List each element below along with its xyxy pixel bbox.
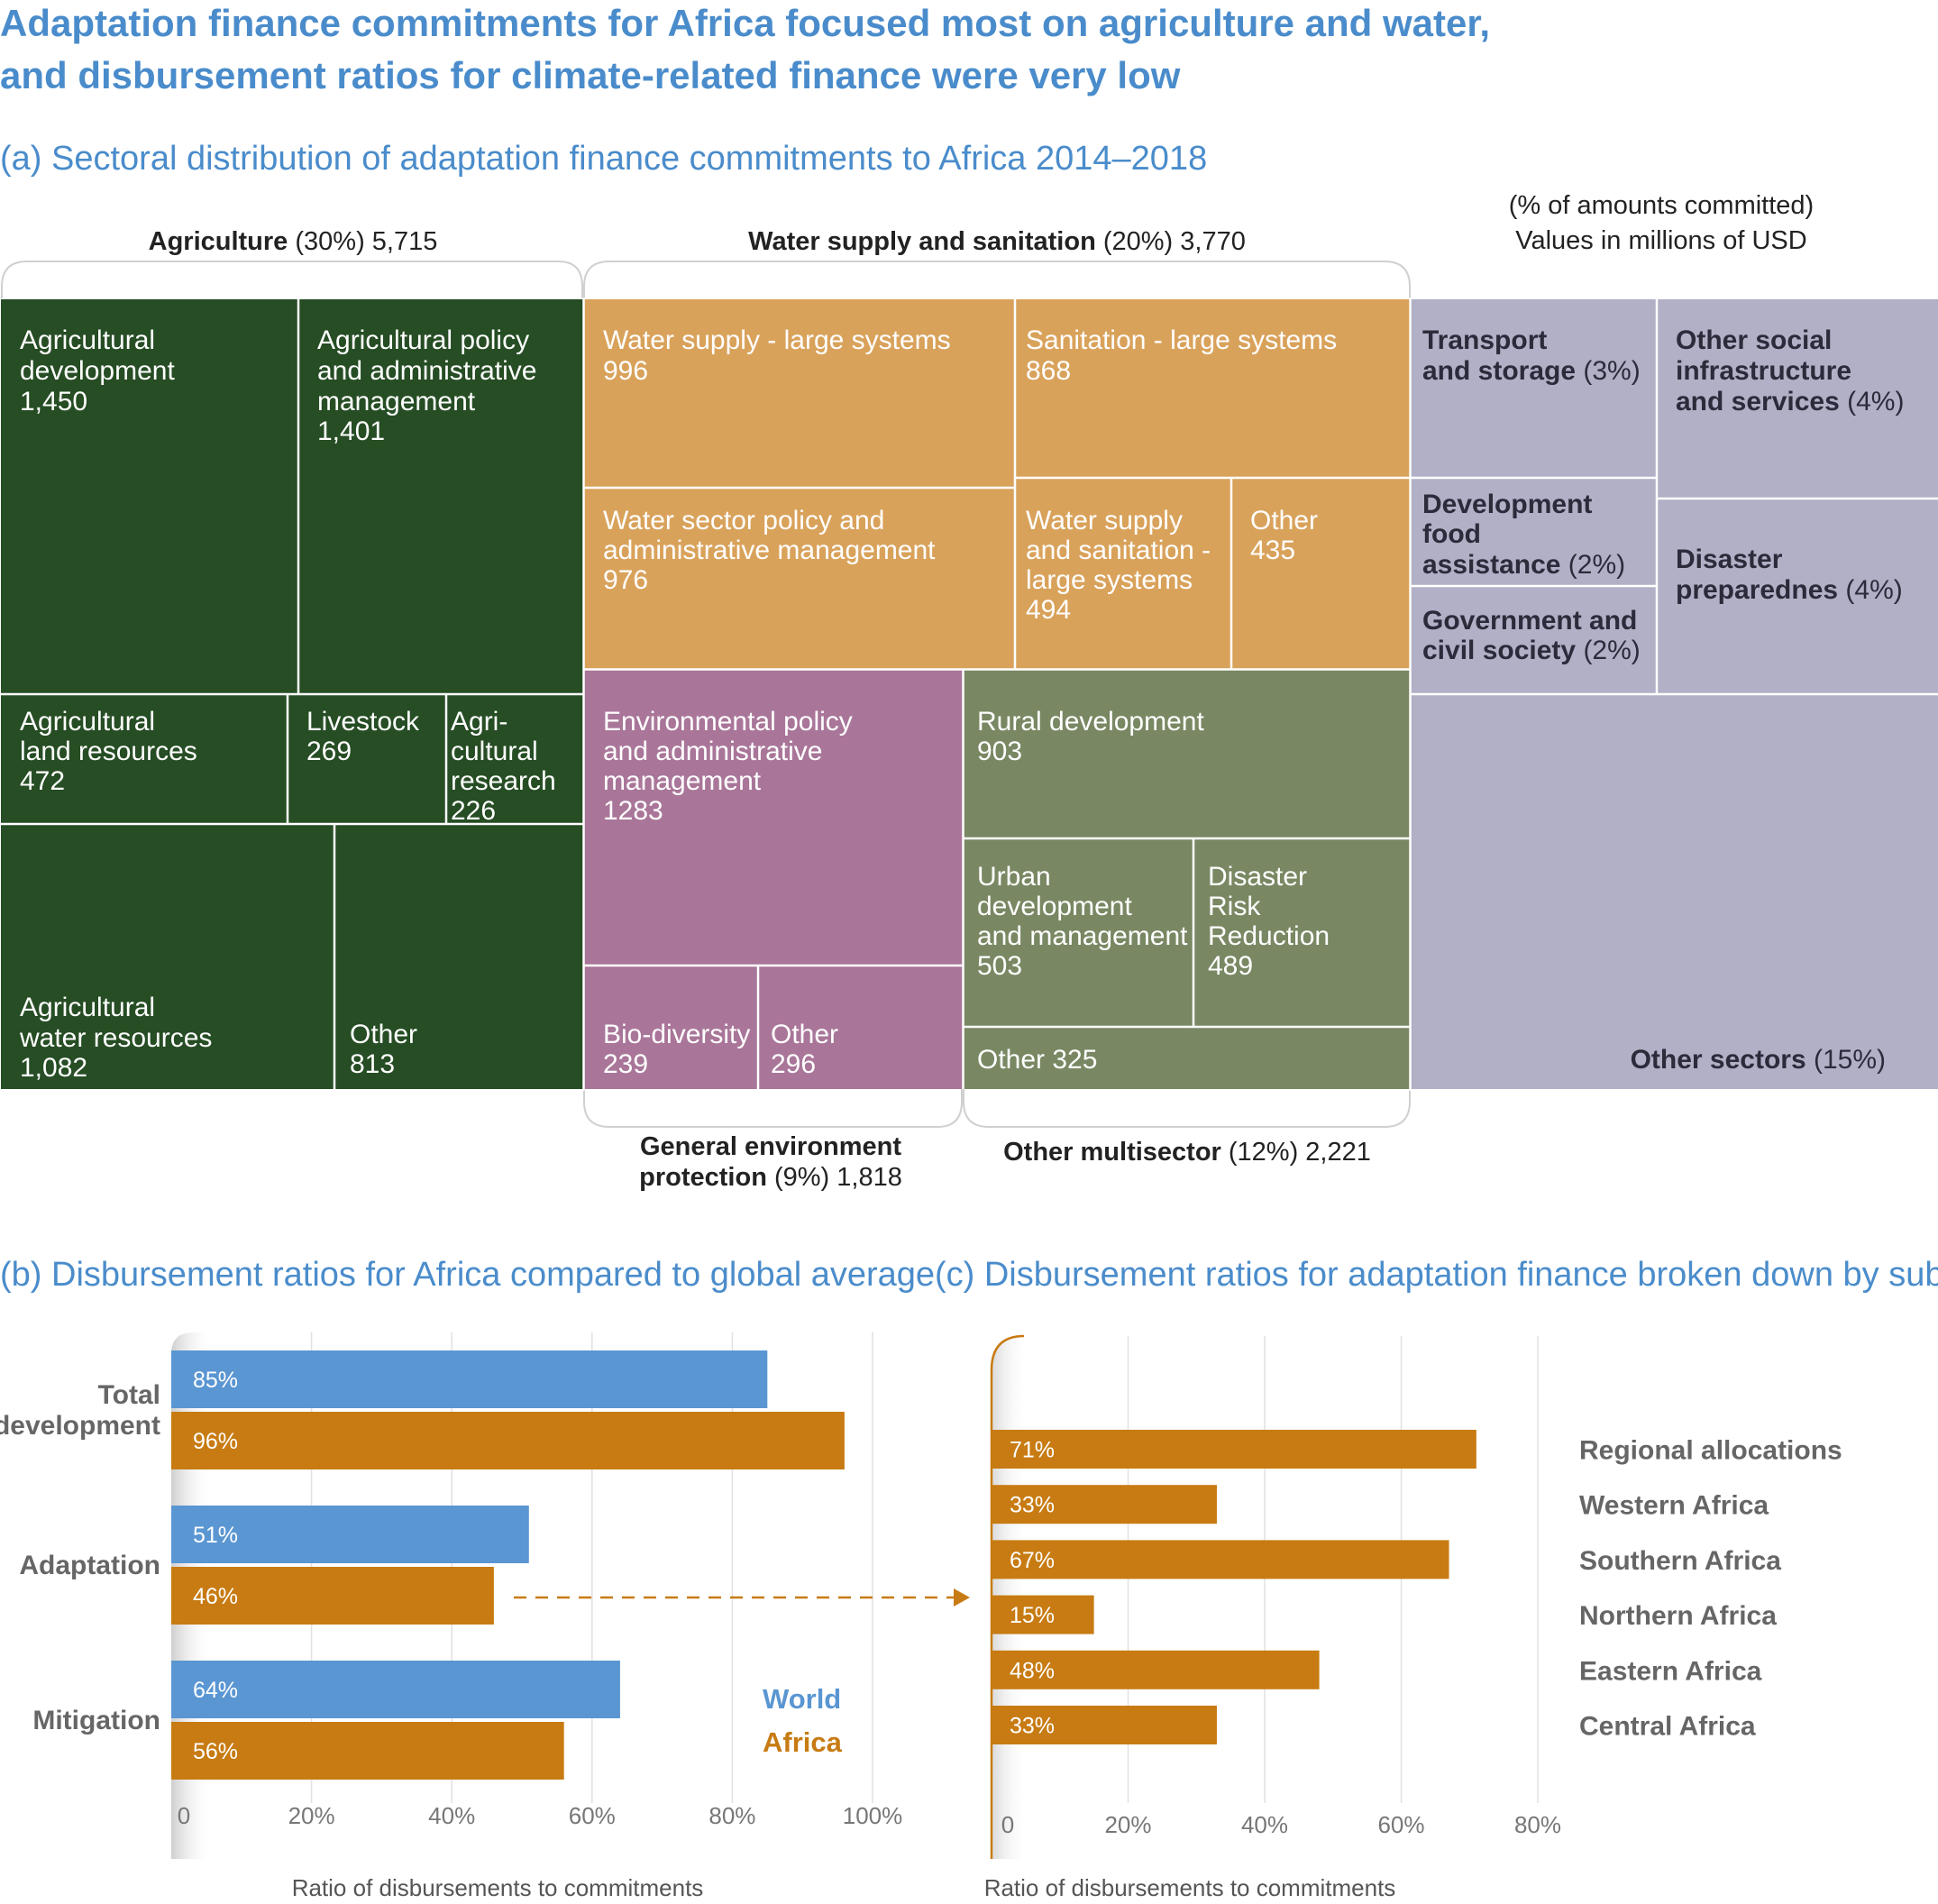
chart-b-bar-label: 96% <box>193 1429 238 1454</box>
chart-c-tick-label: 40% <box>1241 1811 1288 1838</box>
chart-c-bar <box>992 1430 1476 1469</box>
cell-agri-development: Agricultural development 1,450 <box>20 325 182 416</box>
panel-c-axis-line <box>990 1334 1025 1859</box>
cell-other-sectors: Other sectors (15%) <box>1631 1045 1886 1075</box>
cell-water-policy: Water sector policy and administrative m… <box>603 506 943 595</box>
group-label-water: Water supply and sanitation (20%) 3,770 <box>748 227 1246 256</box>
chart-b-bar-label: 56% <box>193 1739 238 1764</box>
cell-rural-development: Rural development 903 <box>977 707 1211 766</box>
legend-world: World <box>763 1683 841 1715</box>
chart-b-category-label: development <box>0 1411 160 1441</box>
cell-sanitation-large: Sanitation - large systems 868 <box>1026 325 1345 386</box>
cell-disaster-risk-reduction: Disaster Risk Reduction 489 <box>1208 862 1337 981</box>
chart-c-bar-label: 33% <box>1010 1714 1055 1739</box>
cell-government-civil: Government and civil society (2%) <box>1422 606 1645 665</box>
chart-b-bar-label: 64% <box>193 1678 238 1703</box>
treemap: Agricultural development 1,450 Agricultu… <box>1 298 1938 1091</box>
chart-b-tick-label: 40% <box>428 1802 475 1829</box>
chart-c-category-label: Central Africa <box>1579 1712 1756 1742</box>
chart-b-bar-world <box>171 1350 768 1408</box>
chart-b-category-label: Total <box>98 1380 160 1410</box>
cell-agri-other: Other 813 <box>350 1020 425 1079</box>
panel-a-note-line1: (% of amounts committed) <box>1509 191 1814 220</box>
panel-c-title: (c) Disbursement ratios for adaptation f… <box>935 1256 1938 1294</box>
chart-c: 0 20% 40% 60% 80% 71% Regional allocations 33% W… <box>992 1336 1842 1838</box>
chart-b-category-label: Mitigation <box>32 1706 160 1735</box>
panel-a-title: (a) Sectoral distribution of adaptation … <box>0 140 1207 178</box>
chart-c-bar <box>992 1595 1094 1634</box>
chart-c-category-label: Eastern Africa <box>1579 1656 1762 1686</box>
cell-food-assistance: Development food assistance (2%) <box>1422 490 1625 580</box>
chart-b-tick-label: 0 <box>178 1802 190 1829</box>
chart-c-bar-label: 67% <box>1010 1548 1055 1573</box>
chart-c-tick-label: 0 <box>1001 1811 1014 1838</box>
chart-b-tick-label: 60% <box>569 1802 616 1829</box>
chart-c-bar <box>992 1706 1217 1744</box>
chart-b-tick-label: 80% <box>708 1802 755 1829</box>
bracket-environment <box>583 1089 963 1128</box>
cell-transport: Transport and storage (3%) <box>1422 325 1641 386</box>
cell-other-social: Other social infrastructure and services… <box>1676 325 1904 416</box>
chart-b-tick-label: 20% <box>288 1802 335 1829</box>
connector-arrow-head <box>954 1588 970 1606</box>
chart-c-bar <box>992 1650 1320 1689</box>
chart-c-tick-label: 20% <box>1104 1811 1151 1838</box>
chart-c-category-label: Western Africa <box>1579 1491 1769 1521</box>
legend-africa: Africa <box>763 1726 843 1758</box>
chart-b-tick-label: 100% <box>843 1802 903 1829</box>
chart-c-category-label: Southern Africa <box>1579 1546 1781 1576</box>
chart-b-bar-world <box>171 1506 529 1563</box>
chart-b-bar-label: 85% <box>193 1368 238 1393</box>
treemap-group-environment <box>584 670 963 1089</box>
chart-b-category-label: Adaptation <box>19 1551 160 1580</box>
chart-c-xlabel: Ratio of disbursements to commitments <box>984 1874 1396 1901</box>
chart-c-bar-label: 15% <box>1010 1603 1055 1628</box>
cell-disaster-preparedness: Disaster preparednes (4%) <box>1676 545 1903 605</box>
chart-c-category-label: Regional allocations <box>1579 1436 1842 1466</box>
chart-b-bar-africa <box>171 1567 494 1625</box>
panel-b-title: (b) Disbursement ratios for Africa compa… <box>0 1256 935 1294</box>
cell-agri-research: Agri- cultural research 226 <box>451 707 563 826</box>
main-title-line2: and disbursement ratios for climate-rela… <box>0 54 1181 96</box>
cell-water-other: Other 435 <box>1250 506 1325 565</box>
chart-c-bar <box>992 1485 1217 1524</box>
chart-b-bar-label: 51% <box>193 1523 238 1548</box>
cell-agri-water: Agricultural water resources 1,082 <box>19 993 220 1083</box>
group-label-multisector: Other multisector (12%) 2,221 <box>1003 1138 1371 1167</box>
chart-c-bar <box>992 1540 1449 1579</box>
chart-b-xlabel: Ratio of disbursements to commitments <box>292 1874 704 1901</box>
bracket-water <box>583 261 1411 298</box>
bracket-agriculture <box>1 261 583 298</box>
panel-a-note-line2: Values in millions of USD <box>1515 226 1806 255</box>
cell-multisector-other: Other 325 <box>977 1045 1097 1075</box>
group-label-environment-line2: protection (9%) 1,818 <box>639 1163 902 1192</box>
treemap-group-multisector <box>964 670 1410 1089</box>
chart-c-category-label: Northern Africa <box>1579 1601 1777 1631</box>
cell-env-policy: Environmental policy and administrative … <box>603 707 860 826</box>
chart-c-bar-label: 48% <box>1010 1658 1055 1683</box>
chart-b-bar-africa <box>171 1412 845 1469</box>
chart-c-bar-label: 33% <box>1010 1493 1055 1518</box>
cell-livestock: Livestock 269 <box>306 707 426 766</box>
treemap-group-water <box>584 299 1410 669</box>
chart-c-bar-label: 71% <box>1010 1438 1055 1463</box>
bracket-multisector <box>963 1089 1411 1128</box>
cell-env-other: Other 296 <box>771 1020 846 1079</box>
chart-b-bar-world <box>171 1661 620 1718</box>
cell-urban-development: Urban development and management 503 <box>977 862 1195 981</box>
group-label-agriculture: Agriculture (30%) 5,715 <box>149 227 438 256</box>
chart-c-tick-label: 60% <box>1377 1811 1424 1838</box>
chart-c-tick-label: 80% <box>1514 1811 1561 1838</box>
group-label-environment-line1: General environment <box>640 1132 901 1161</box>
cell-water-sanitation-large: Water supply and sanitation - large syst… <box>1026 506 1218 625</box>
chart-b-bar-africa <box>171 1722 564 1780</box>
cell-agri-land: Agricultural land resources 472 <box>20 707 205 796</box>
cell-agri-policy: Agricultural policy and administrative m… <box>317 325 544 446</box>
cell-biodiversity: Bio-diversity 239 <box>603 1020 758 1079</box>
chart-b-bar-label: 46% <box>193 1584 238 1609</box>
cell-water-large: Water supply - large systems 996 <box>603 325 958 386</box>
main-title-line1: Adaptation finance commitments for Afric… <box>0 2 1490 44</box>
